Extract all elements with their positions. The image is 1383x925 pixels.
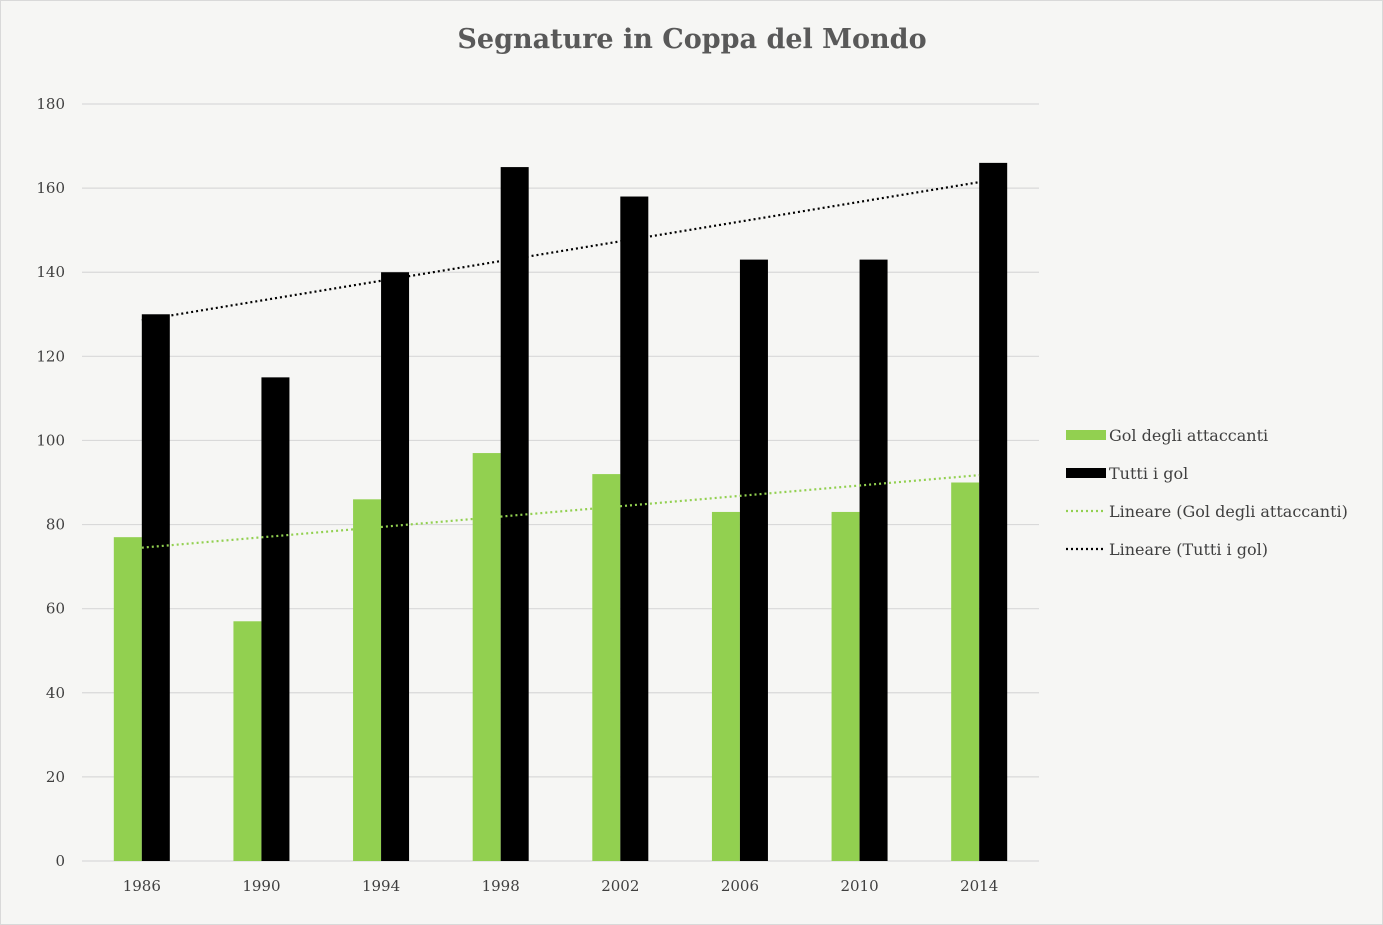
bar-tutti-gol [979, 162, 1008, 861]
bar-gol-attaccanti [831, 511, 860, 861]
y-axis-ticks: 0 20 40 60 80 100 120 140 160 180 [36, 95, 65, 870]
legend-label: Lineare (Tutti i gol) [1109, 540, 1268, 559]
y-tick-label: 20 [46, 768, 65, 786]
x-tick-label: 1990 [242, 877, 280, 895]
bar-gol-attaccanti [353, 499, 382, 861]
bar-tutti-gol [381, 272, 410, 861]
legend: Gol degli attaccanti Tutti i gol Lineare (… [1066, 426, 1348, 559]
bar-gol-attaccanti [233, 621, 262, 861]
chart-title: Segnature in Coppa del Mondo [457, 24, 926, 55]
bar-tutti-gol [500, 167, 529, 862]
bar-tutti-gol [261, 377, 290, 861]
y-tick-label: 160 [36, 179, 65, 197]
y-tick-label: 140 [36, 263, 65, 281]
legend-label: Tutti i gol [1109, 464, 1188, 483]
x-tick-label: 1986 [123, 877, 161, 895]
y-tick-label: 40 [46, 684, 65, 702]
y-tick-label: 180 [36, 95, 65, 113]
legend-swatch [1066, 468, 1106, 478]
y-tick-label: 60 [46, 600, 65, 618]
bar-tutti-gol [859, 259, 888, 861]
x-tick-label: 2006 [721, 877, 759, 895]
legend-label: Gol degli attaccanti [1109, 426, 1268, 445]
bar-tutti-gol [141, 314, 170, 861]
y-tick-label: 0 [55, 852, 65, 870]
x-tick-label: 2014 [960, 877, 998, 895]
bars [113, 162, 1008, 862]
bar-gol-attaccanti [113, 537, 142, 861]
legend-swatch [1066, 430, 1106, 440]
trendlines [141, 181, 980, 549]
bar-tutti-gol [739, 259, 768, 861]
y-tick-label: 100 [36, 431, 65, 449]
y-tick-label: 80 [46, 516, 65, 534]
bar-gol-attaccanti [711, 511, 740, 861]
x-tick-label: 2010 [840, 877, 878, 895]
y-tick-label: 120 [36, 347, 65, 365]
bar-gol-attaccanti [592, 474, 621, 861]
trendline [141, 181, 980, 322]
x-axis-ticks: 1986 1990 1994 1998 2002 2006 2010 2014 [123, 877, 999, 895]
bar-tutti-gol [620, 196, 649, 861]
bar-gol-attaccanti [472, 453, 501, 861]
x-tick-label: 1998 [482, 877, 520, 895]
legend-label: Lineare (Gol degli attaccanti) [1109, 502, 1348, 521]
bar-gol-attaccanti [951, 482, 980, 861]
x-tick-label: 1994 [362, 877, 400, 895]
trendline [141, 474, 980, 549]
x-tick-label: 2002 [601, 877, 639, 895]
